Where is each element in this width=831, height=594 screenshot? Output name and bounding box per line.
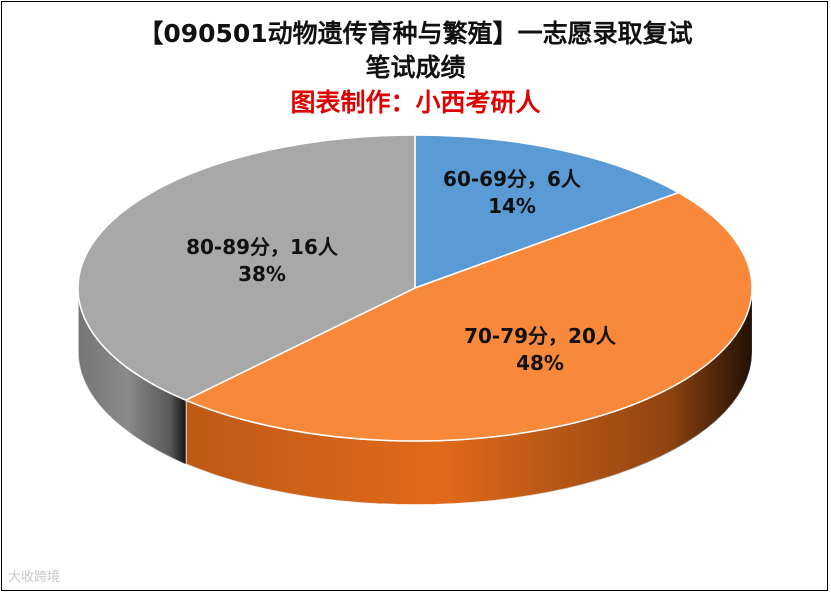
slice-percent-2: 38% xyxy=(238,262,286,286)
chart-title-line1: 【090501动物遗传育种与繁殖】一志愿录取复试 xyxy=(138,19,693,48)
slice-percent-0: 14% xyxy=(488,194,536,218)
pie-slice-2[interactable] xyxy=(77,134,416,401)
pie-slice-1[interactable] xyxy=(183,191,753,442)
pie-slice-0[interactable] xyxy=(414,134,681,290)
pie-side-shade-2 xyxy=(78,288,186,465)
slice-percent-1: 48% xyxy=(516,351,564,375)
slice-label-2: 80-89分，16人 xyxy=(186,235,339,259)
chart-title-line2: 笔试成绩 xyxy=(365,53,466,82)
watermark: 大收跨境 xyxy=(8,570,61,585)
slice-label-1: 70-79分，20人 xyxy=(464,324,617,348)
chart-subtitle: 图表制作：小西考研人 xyxy=(290,88,541,117)
slice-label-0: 60-69分，6人 xyxy=(443,167,582,191)
pie-side-shade-1 xyxy=(185,288,752,505)
